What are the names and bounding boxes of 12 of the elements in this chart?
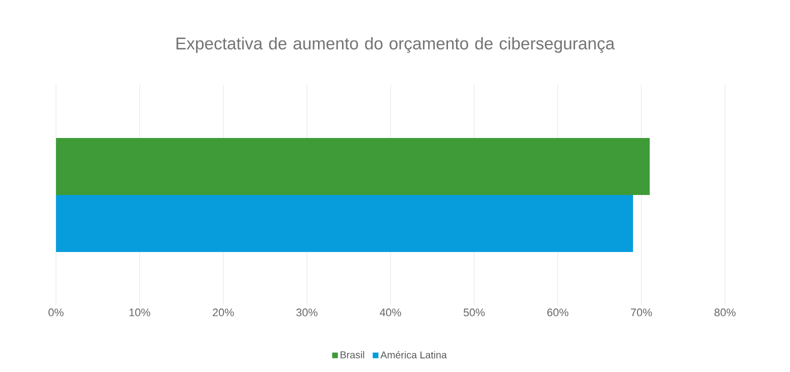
x-tick-label: 60% — [547, 308, 568, 316]
x-tick-label: 80% — [714, 308, 736, 316]
x-tick-label: 20% — [212, 308, 234, 316]
x-tick-label: 50% — [464, 308, 485, 316]
x-tick-label: 0% — [48, 308, 64, 316]
chart-title: Expectativa de aumento do orçamento de cibersegurança — [176, 37, 615, 53]
x-tick-label: 40% — [380, 308, 402, 316]
x-tick-label: 70% — [630, 308, 652, 316]
x-tick-label: 10% — [129, 308, 150, 316]
legend-label: Brasil — [340, 351, 364, 358]
legend-label: América Latina — [380, 350, 447, 358]
x-tick-label: 30% — [296, 308, 318, 316]
